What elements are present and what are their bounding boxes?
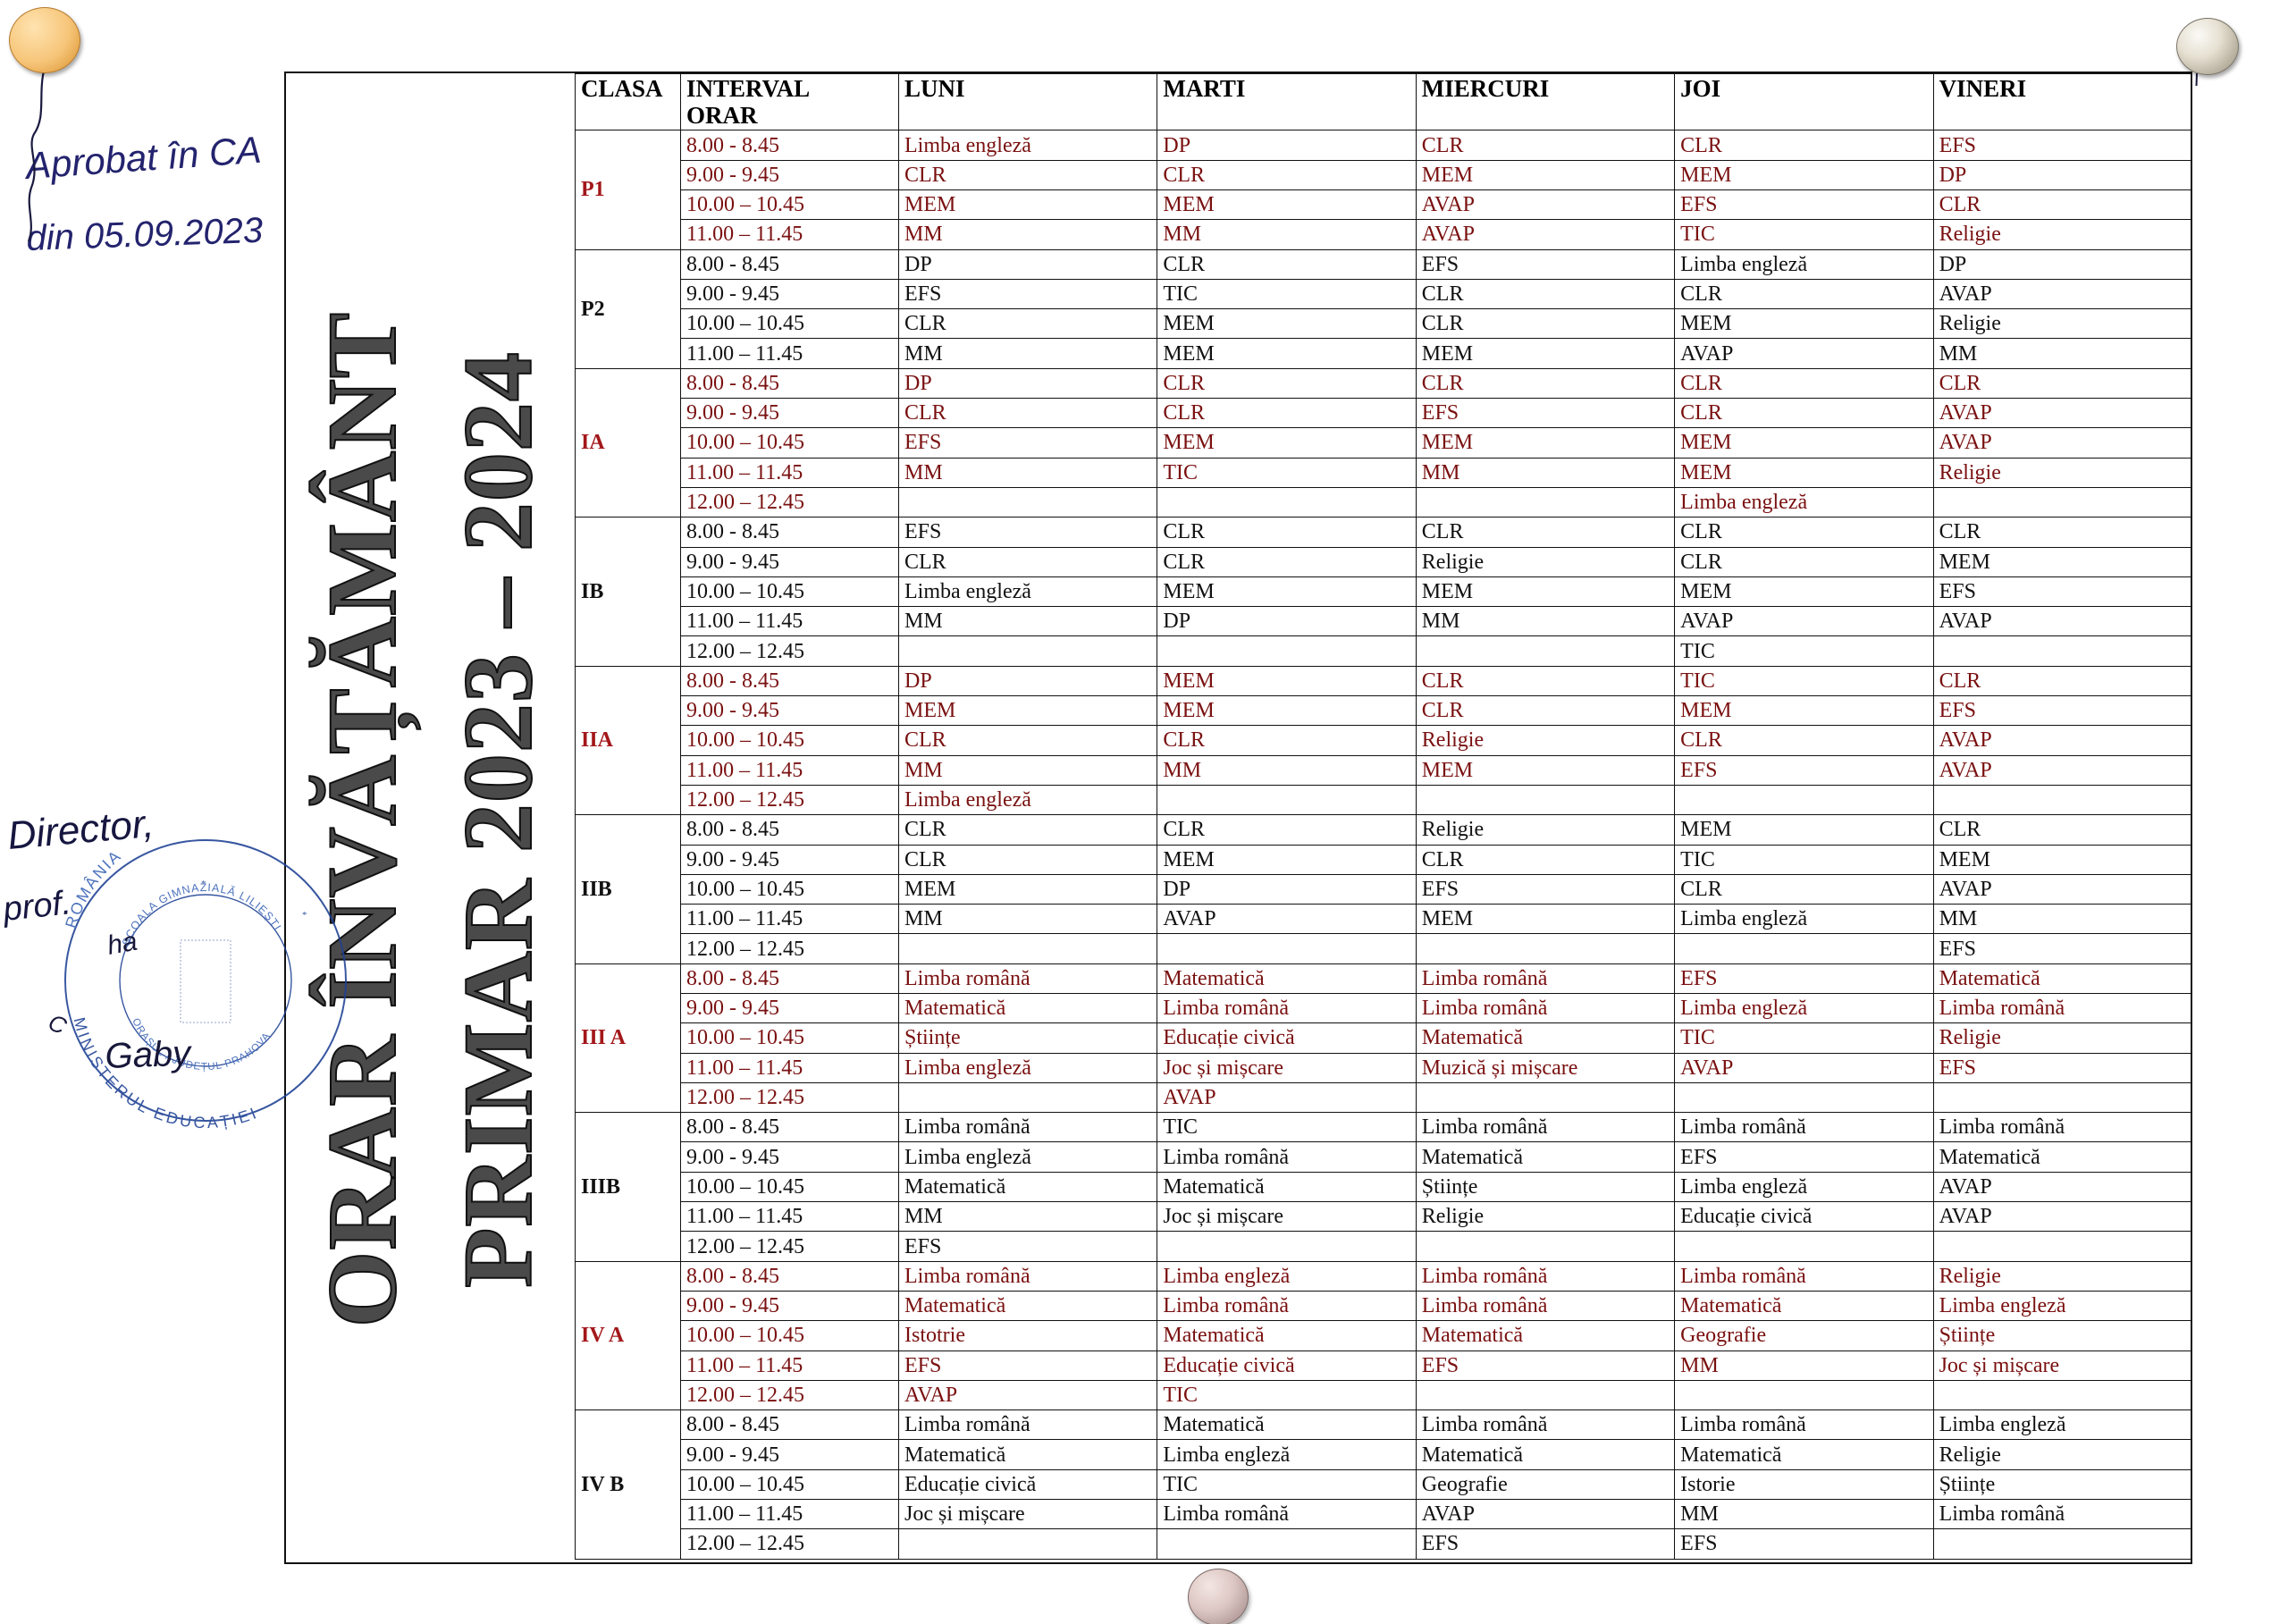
svg-text:prof.: prof. xyxy=(1,884,73,929)
svg-text:C: C xyxy=(44,1008,71,1039)
svg-text:ha: ha xyxy=(105,927,139,961)
svg-text:Director,: Director, xyxy=(6,804,156,858)
svg-text:ROMÂNIA: ROMÂNIA xyxy=(62,846,125,930)
svg-text:ȘCOALA GIMNAZIALĂ LILIEȘTI: ȘCOALA GIMNAZIALĂ LILIEȘTI xyxy=(120,881,284,947)
svg-text:*: * xyxy=(302,910,307,921)
svg-text:*: * xyxy=(201,879,206,889)
svg-text:Gaby: Gaby xyxy=(105,1034,194,1076)
